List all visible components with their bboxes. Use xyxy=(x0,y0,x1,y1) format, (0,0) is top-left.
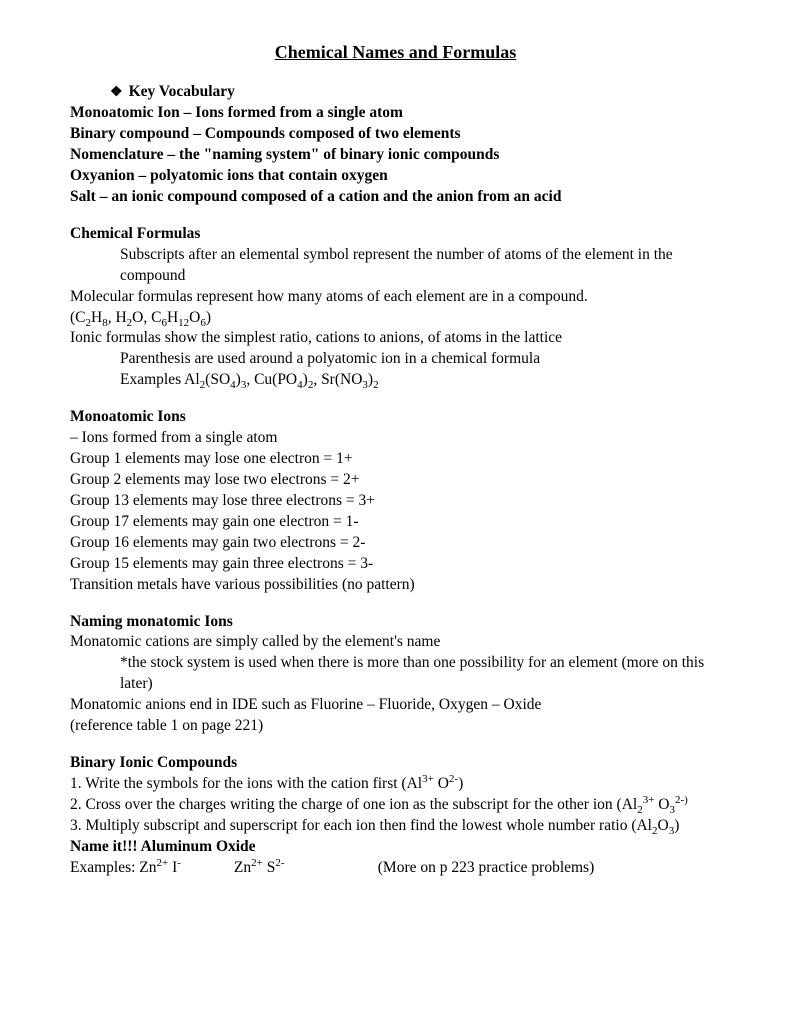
body-text: Group 13 elements may lose three electro… xyxy=(70,491,721,512)
body-text: (reference table 1 on page 221) xyxy=(70,716,721,737)
body-text: Group 2 elements may lose two electrons … xyxy=(70,470,721,491)
body-text: Group 17 elements may gain one electron … xyxy=(70,512,721,533)
vocab-item: Binary compound – Compounds composed of … xyxy=(70,124,721,145)
body-text: Ionic formulas show the simplest ratio, … xyxy=(70,328,721,349)
body-text: Transition metals have various possibili… xyxy=(70,575,721,596)
binary-ionic-heading: Binary Ionic Compounds xyxy=(70,753,721,774)
body-text: – Ions formed from a single atom xyxy=(70,428,721,449)
body-text: Examples Al2(SO4)3, Cu(PO4)2, Sr(NO3)2 xyxy=(120,370,721,391)
body-text: Molecular formulas represent how many at… xyxy=(70,287,721,308)
examples-row: Examples: Zn2+ I- Zn2+ S2- (More on p 22… xyxy=(70,858,721,879)
vocab-item: Oxyanion – polyatomic ions that contain … xyxy=(70,166,721,187)
body-text: 1. Write the symbols for the ions with t… xyxy=(70,774,721,795)
document-title: Chemical Names and Formulas xyxy=(70,40,721,64)
monoatomic-ions-heading: Monoatomic Ions xyxy=(70,407,721,428)
body-text: Parenthesis are used around a polyatomic… xyxy=(120,349,721,370)
chemical-formulas-heading: Chemical Formulas xyxy=(70,224,721,245)
body-text: Monatomic anions end in IDE such as Fluo… xyxy=(70,695,721,716)
vocab-item: Nomenclature – the "naming system" of bi… xyxy=(70,145,721,166)
body-text: Group 1 elements may lose one electron =… xyxy=(70,449,721,470)
vocab-item: Salt – an ionic compound composed of a c… xyxy=(70,187,721,208)
body-text: Subscripts after an elemental symbol rep… xyxy=(120,245,721,287)
naming-monatomic-heading: Naming monatomic Ions xyxy=(70,612,721,633)
body-text: Group 16 elements may gain two electrons… xyxy=(70,533,721,554)
body-text: *the stock system is used when there is … xyxy=(120,653,721,695)
name-it: Name it!!! Aluminum Oxide xyxy=(70,837,721,858)
body-text: 3. Multiply subscript and superscript fo… xyxy=(70,816,721,837)
body-text: Monatomic cations are simply called by t… xyxy=(70,632,721,653)
body-text: (C2H8, H2O, C6H12O6) xyxy=(70,308,721,329)
body-text: Group 15 elements may gain three electro… xyxy=(70,554,721,575)
diamond-bullet-icon: ❖ xyxy=(110,85,123,100)
vocab-item: Monoatomic Ion – Ions formed from a sing… xyxy=(70,103,721,124)
key-vocab-heading: ❖Key Vocabulary xyxy=(110,82,721,103)
body-text: 2. Cross over the charges writing the ch… xyxy=(70,795,721,816)
